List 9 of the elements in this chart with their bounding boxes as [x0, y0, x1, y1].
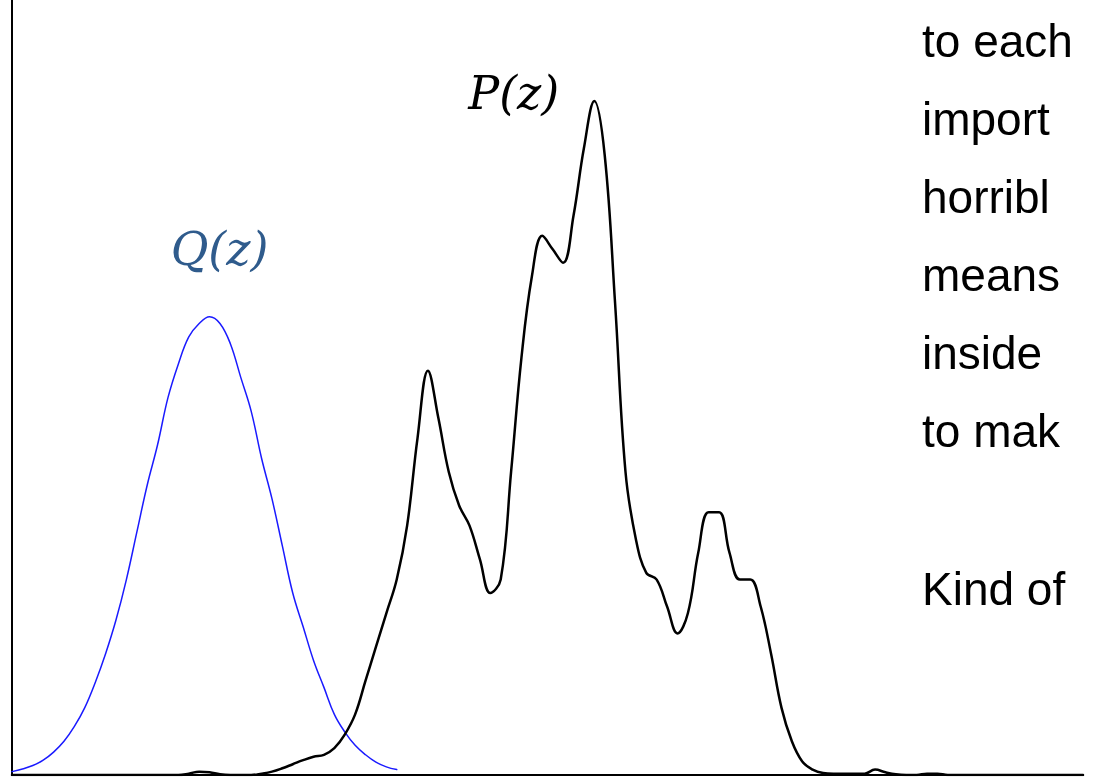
- annotation: means: [922, 249, 1061, 301]
- annotation: to mak: [922, 405, 1062, 457]
- text: to each: [922, 15, 1073, 67]
- series-label: Q(z): [170, 221, 269, 276]
- annotation: horribl: [922, 171, 1050, 223]
- annotation: import: [922, 93, 1051, 145]
- series-label: P(z): [467, 66, 560, 121]
- annotation: Kind of: [922, 563, 1066, 615]
- annotation: inside: [922, 327, 1043, 379]
